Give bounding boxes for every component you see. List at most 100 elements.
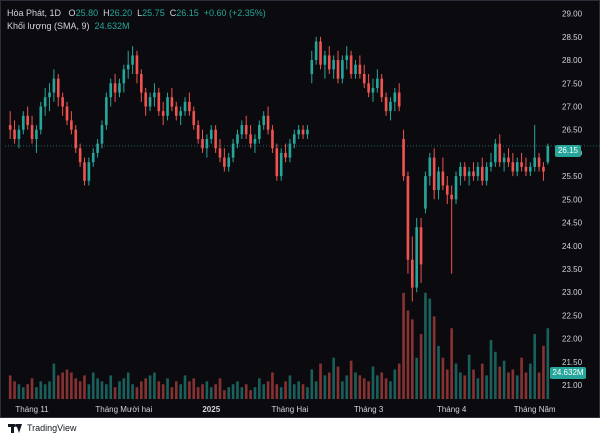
candle-body [13, 129, 16, 139]
volume-bar [201, 384, 204, 399]
volume-bar [524, 372, 528, 399]
volume-bar [21, 387, 25, 399]
tradingview-logo-icon[interactable] [8, 423, 22, 433]
y-axis-tick-label: 27.50 [562, 79, 583, 88]
volume-bar [244, 384, 248, 399]
volume-bar [39, 381, 43, 399]
candle-body [170, 97, 174, 107]
volume-bar [402, 292, 405, 399]
volume-bar [144, 378, 147, 399]
candle-body [205, 139, 209, 149]
volume-bar [26, 384, 29, 399]
y-axis-tick-label: 26.50 [562, 126, 583, 135]
volume-bar [96, 378, 99, 399]
candle-body [100, 125, 104, 144]
candle-body [524, 166, 528, 172]
volume-bar [314, 381, 318, 399]
candle-body [476, 166, 480, 177]
volume-legend-row: Khối lượng (SMA, 9) 24.632M [7, 20, 266, 33]
candle-body [537, 157, 541, 167]
candle-body [515, 162, 519, 172]
candle-body [131, 55, 134, 65]
volume-bar [542, 345, 545, 399]
volume-bar [65, 369, 69, 399]
volume-bar [445, 369, 449, 399]
candle-body [192, 111, 196, 126]
candle-body [459, 166, 462, 177]
candle-body [96, 143, 99, 153]
candle-body [214, 129, 217, 149]
volume-bar [428, 298, 432, 399]
candle-body [43, 97, 47, 107]
x-axis-tick-label: Tháng 4 [437, 405, 467, 414]
volume-bar [424, 292, 427, 399]
candle-body [122, 69, 126, 84]
volume-bar [380, 372, 384, 399]
chart-pane[interactable]: 29.0028.5028.0027.5027.0026.5026.0025.50… [0, 0, 600, 418]
volume-bar [485, 375, 488, 399]
volume-bar [511, 369, 515, 399]
candle-body [393, 92, 397, 102]
candle-body [262, 115, 266, 126]
candle-body [454, 176, 458, 200]
candlestick-chart[interactable]: 29.0028.5028.0027.5027.0026.5026.0025.50… [1, 1, 600, 419]
candle-body [91, 152, 95, 163]
candle-body [489, 162, 493, 167]
volume-bar [393, 369, 397, 399]
volume-bar [275, 384, 279, 399]
symbol-label[interactable]: Hòa Phát, 1D [7, 8, 62, 18]
volume-bar [223, 390, 226, 399]
candle-body [105, 97, 108, 126]
volume-bar [209, 387, 213, 399]
volume-bar [432, 316, 436, 399]
volume-bar [376, 375, 379, 399]
candle-body [336, 60, 340, 79]
candle-body [52, 78, 56, 93]
candle-body [511, 162, 515, 172]
candle-body [56, 78, 60, 98]
open-label: O [68, 8, 76, 18]
volume-bar [227, 387, 231, 399]
candle-body [358, 64, 362, 74]
volume-bar [135, 387, 139, 399]
volume-bar [118, 381, 121, 399]
candle-body [389, 101, 392, 112]
candle-body [126, 64, 130, 70]
candle-body [376, 78, 379, 88]
volume-bar [502, 360, 506, 399]
candle-body [384, 97, 388, 112]
volume-bar [170, 387, 174, 399]
volume-bar [362, 378, 366, 399]
candle-body [432, 157, 436, 191]
candle-body [266, 115, 270, 130]
volume-bar [236, 381, 239, 399]
footer-brand[interactable]: TradingView [27, 423, 77, 433]
volume-bar [214, 384, 217, 399]
volume-bar [17, 384, 21, 399]
volume-indicator-label[interactable]: Khối lượng (SMA, 9) [7, 21, 90, 31]
volume-bar [196, 387, 200, 399]
volume-bar [279, 387, 283, 399]
volume-bar [179, 384, 182, 399]
volume-bar [148, 375, 152, 399]
candle-body [542, 166, 545, 172]
candle-body [113, 83, 117, 93]
y-axis-tick-label: 25.00 [562, 195, 583, 204]
volume-bar [218, 378, 222, 399]
volume-bar [319, 363, 322, 399]
candle-body [218, 148, 222, 158]
volume-bar [70, 372, 73, 399]
candle-body [437, 171, 440, 191]
volume-bar [301, 384, 305, 399]
candle-body [341, 60, 344, 79]
price-legend-row: Hòa Phát, 1D O25.80 H26.20 L25.75 C26.15… [7, 7, 266, 20]
volume-bar [345, 375, 349, 399]
candle-body [424, 176, 427, 209]
volume-bar [78, 381, 82, 399]
candle-body [371, 87, 375, 93]
volume-bar [367, 381, 370, 399]
volume-bar [240, 387, 244, 399]
volume-bar [310, 369, 314, 399]
candle-body [244, 125, 248, 135]
volume-bar [205, 381, 209, 399]
